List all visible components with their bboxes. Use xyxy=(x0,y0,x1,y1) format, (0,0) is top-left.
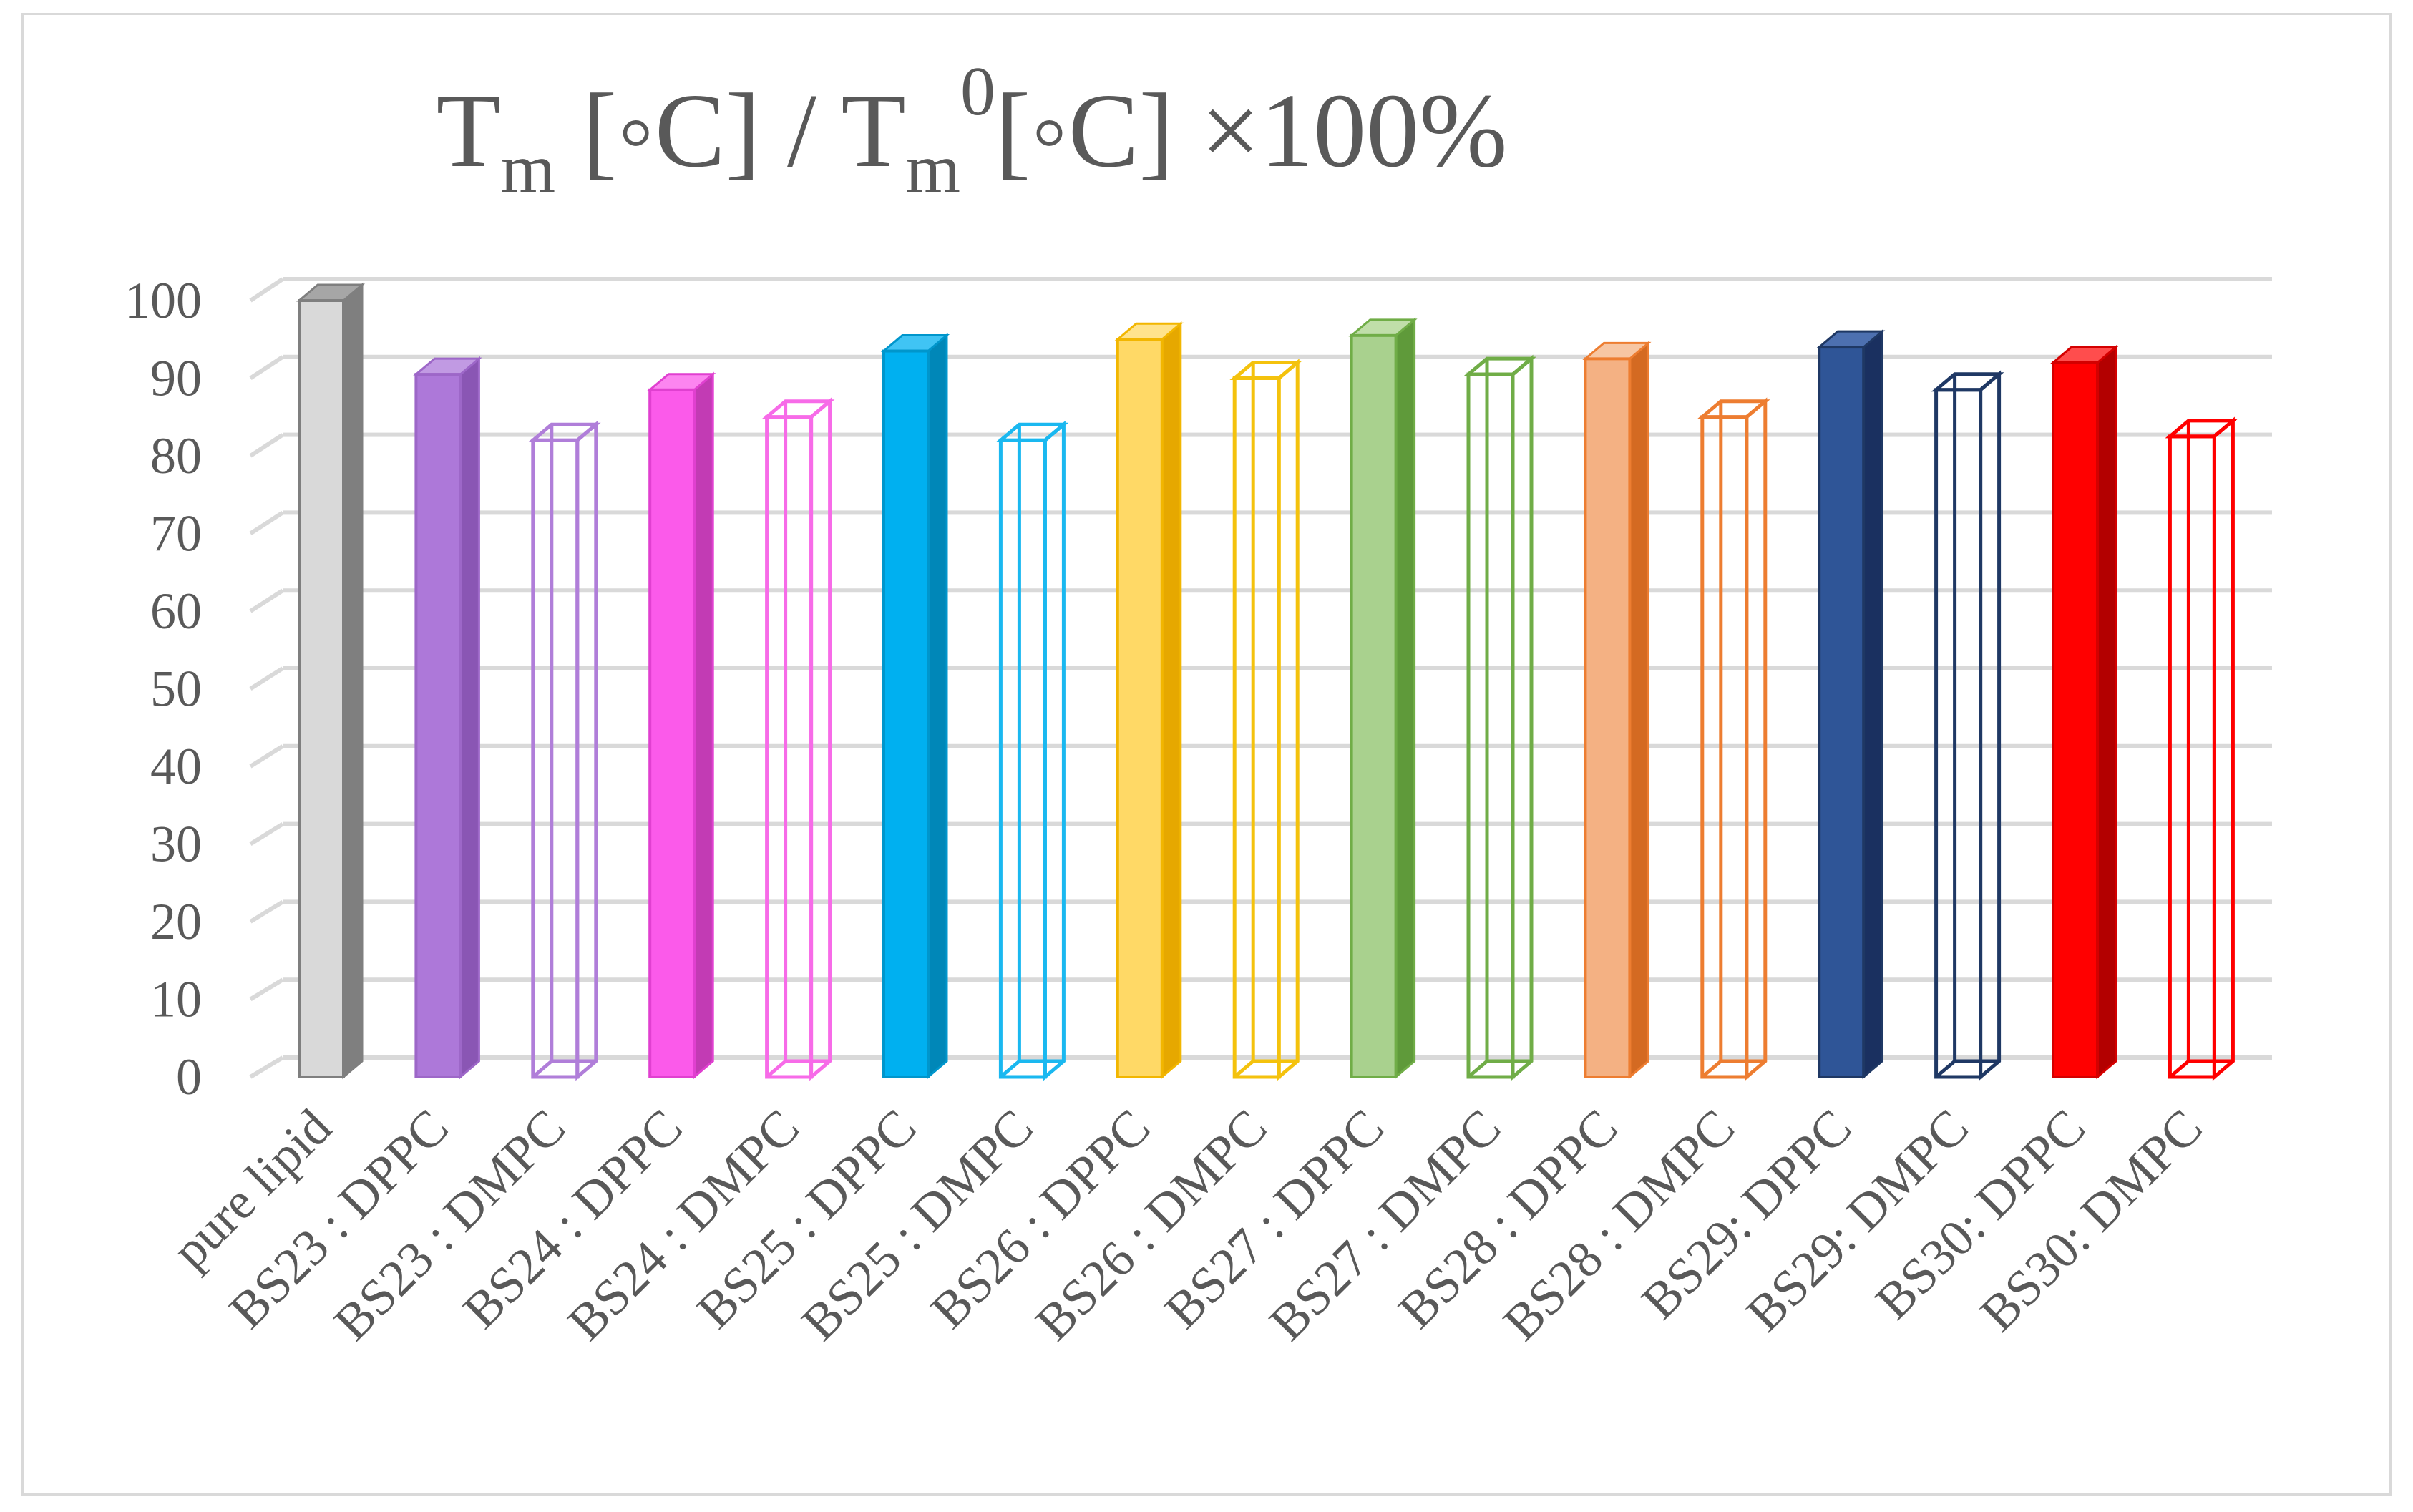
bar-front xyxy=(1818,346,1866,1079)
chart-title: Tm [◦C] / Tm0[◦C] ×100% xyxy=(437,53,1508,208)
bar xyxy=(413,356,482,1080)
bar-top xyxy=(761,399,835,419)
bar-front xyxy=(531,438,580,1079)
y-tick-label: 0 xyxy=(176,1048,202,1106)
y-tick-label: 80 xyxy=(150,427,202,484)
bar-side xyxy=(809,397,832,1081)
bar-side xyxy=(1395,317,1416,1080)
bar xyxy=(296,282,366,1080)
gridline-diagonal xyxy=(249,744,284,769)
y-tick-label: 10 xyxy=(150,971,202,1028)
bar xyxy=(1463,354,1536,1081)
bar xyxy=(1348,317,1418,1080)
bar xyxy=(995,420,1069,1081)
gridlines xyxy=(249,277,2272,1079)
bar-top xyxy=(1229,361,1303,380)
bar-top xyxy=(1463,356,1536,376)
bar xyxy=(1697,397,1770,1081)
bar-front xyxy=(414,373,462,1078)
bar xyxy=(761,397,835,1081)
bar-front xyxy=(298,299,345,1078)
bar-side xyxy=(342,282,364,1080)
gridline-diagonal xyxy=(249,433,284,458)
gridline-diagonal xyxy=(249,1055,284,1079)
bar-front xyxy=(882,349,930,1078)
bar-edge xyxy=(532,1060,553,1078)
bar xyxy=(527,420,601,1081)
bar-front xyxy=(2168,434,2216,1079)
bar-front xyxy=(2052,361,2099,1078)
bar xyxy=(1114,321,1184,1080)
bar-side xyxy=(2096,344,2117,1080)
bar-side xyxy=(1745,397,1768,1081)
bar xyxy=(2049,344,2120,1080)
y-tick-label: 70 xyxy=(150,505,202,562)
bar xyxy=(1229,359,1303,1081)
gridline-diagonal xyxy=(249,277,284,303)
bar xyxy=(1816,328,1886,1080)
bar-top xyxy=(527,422,601,442)
bar-edge xyxy=(1701,1060,1722,1078)
bar-front xyxy=(1700,415,1749,1079)
y-tick-label: 30 xyxy=(150,816,202,873)
bar-top xyxy=(1697,399,1770,419)
gridline-diagonal xyxy=(249,977,284,1002)
bar-top xyxy=(995,422,1069,442)
bar-side xyxy=(1161,321,1182,1080)
bar-front xyxy=(1232,376,1281,1079)
bar xyxy=(1582,341,1652,1080)
bars xyxy=(296,282,2238,1081)
bar-edge xyxy=(765,1060,787,1078)
bar-side xyxy=(459,356,480,1080)
y-axis-ticks: 0 10 20 30 40 50 60 70 80 90 100 xyxy=(125,272,202,1106)
y-tick-label: 50 xyxy=(150,660,202,718)
bar-front xyxy=(1350,333,1398,1079)
bar-front xyxy=(1584,357,1632,1078)
bar-front xyxy=(998,438,1047,1079)
gridline-diagonal xyxy=(249,822,284,847)
bar-edge xyxy=(1467,1060,1488,1078)
bar-side xyxy=(1511,354,1534,1081)
bar-edge xyxy=(1233,1060,1254,1078)
bar-front xyxy=(1466,372,1515,1079)
y-tick-label: 20 xyxy=(150,893,202,950)
bar-edge xyxy=(999,1060,1021,1078)
bar-top xyxy=(1931,372,2004,392)
bar-edge xyxy=(2168,1060,2190,1078)
gridline-diagonal xyxy=(249,510,284,536)
gridline-diagonal xyxy=(249,666,284,691)
y-tick-label: 60 xyxy=(150,582,202,640)
bar-side xyxy=(927,333,948,1080)
gridline-diagonal xyxy=(249,588,284,613)
bar-front xyxy=(1116,338,1164,1078)
bar-front xyxy=(1934,388,1983,1079)
bar-front xyxy=(648,388,696,1078)
gridline-diagonal xyxy=(249,899,284,924)
y-tick-label: 100 xyxy=(125,272,202,329)
y-tick-label: 40 xyxy=(150,738,202,795)
bar xyxy=(880,333,950,1080)
bar-side xyxy=(693,371,714,1080)
bar-side xyxy=(1979,370,2002,1081)
gridline-diagonal xyxy=(249,355,284,381)
bar-side xyxy=(1628,341,1649,1080)
bar-side xyxy=(1862,328,1883,1080)
y-tick-label: 90 xyxy=(150,350,202,407)
bar-edge xyxy=(1934,1060,1956,1078)
bar xyxy=(2165,416,2238,1081)
bar xyxy=(647,371,716,1080)
bar-side xyxy=(1277,359,1300,1081)
bar xyxy=(1931,370,2004,1081)
bar-front xyxy=(765,415,814,1079)
